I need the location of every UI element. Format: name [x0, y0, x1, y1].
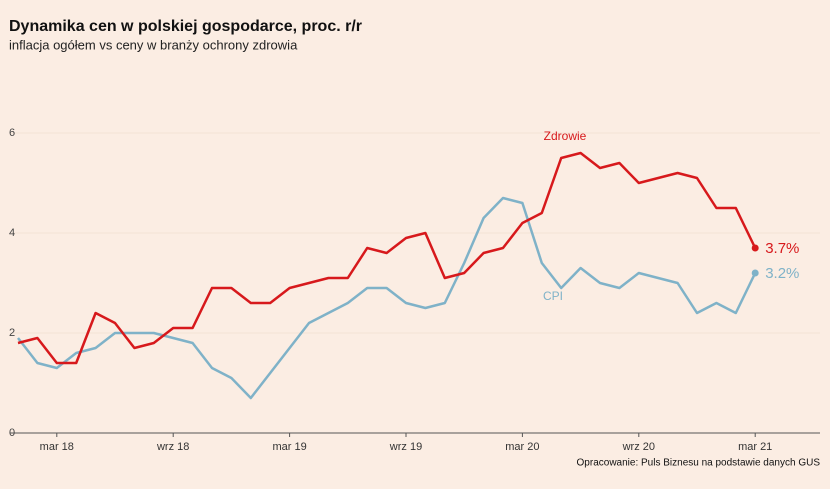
x-tick-label: mar 20 — [505, 441, 539, 453]
chart-subtitle: inflacja ogółem vs ceny w branży ochrony… — [9, 37, 298, 52]
value-label: 3.2% — [765, 265, 799, 282]
end-point — [751, 244, 759, 252]
x-tick-label: wrz 20 — [622, 441, 655, 453]
x-tick-label: wrz 19 — [389, 441, 422, 453]
series-label: Zdrowie — [544, 129, 587, 143]
series-label: CPI — [543, 289, 563, 303]
series-line — [17, 196, 757, 400]
y-tick-label: 2 — [9, 327, 15, 339]
x-tick-label: mar 19 — [272, 441, 306, 453]
x-tick-label: wrz 18 — [156, 441, 189, 453]
end-point — [751, 269, 759, 277]
x-tick-label: mar 18 — [40, 441, 74, 453]
value-label: 3.7% — [765, 240, 799, 257]
series-line — [17, 151, 757, 365]
source-note: Opracowanie: Puls Biznesu na podstawie d… — [577, 458, 821, 469]
chart-title: Dynamika cen w polskiej gospodarce, proc… — [9, 18, 362, 35]
x-tick-label: mar 21 — [738, 441, 772, 453]
y-tick-label: 6 — [9, 127, 15, 139]
y-tick-label: 4 — [9, 227, 15, 239]
